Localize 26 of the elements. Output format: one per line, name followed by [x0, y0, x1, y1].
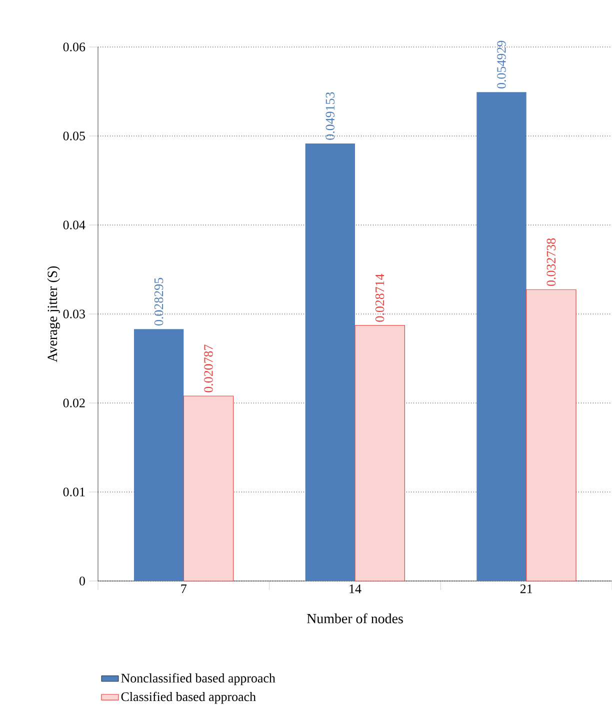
bar — [526, 289, 576, 582]
y-tick-label: 0.04 — [63, 220, 86, 230]
data-label: 0.028714 — [375, 274, 384, 322]
x-axis-title: Number of nodes — [306, 613, 403, 624]
legend-label: Classified based approach — [121, 692, 256, 704]
data-label: 0.032738 — [546, 238, 556, 286]
y-tick-label: 0 — [80, 576, 85, 586]
bar — [183, 396, 234, 582]
legend-label: Nonclassified based approach — [121, 673, 276, 686]
data-label: 0.028295 — [154, 278, 164, 326]
bar — [476, 92, 526, 581]
x-tick-label: 14 — [350, 584, 362, 594]
bar — [354, 325, 405, 582]
y-tick-label: 0.03 — [63, 310, 85, 318]
y-tick-label: 0.05 — [63, 132, 85, 140]
data-label: 0.020787 — [204, 344, 213, 392]
bar — [305, 144, 356, 581]
y-axis-title: Average jitter (S) — [47, 266, 60, 362]
y-tick-label: 0.01 — [63, 488, 85, 496]
x-tick-label: 21 — [520, 584, 532, 594]
x-tick-label: 7 — [181, 584, 187, 593]
data-label: 0.049153 — [326, 92, 335, 140]
bar — [134, 329, 184, 581]
y-tick-label: 0.06 — [63, 42, 86, 52]
y-tick-label: 0.02 — [63, 398, 85, 408]
data-label: 0.054929 — [497, 40, 506, 88]
